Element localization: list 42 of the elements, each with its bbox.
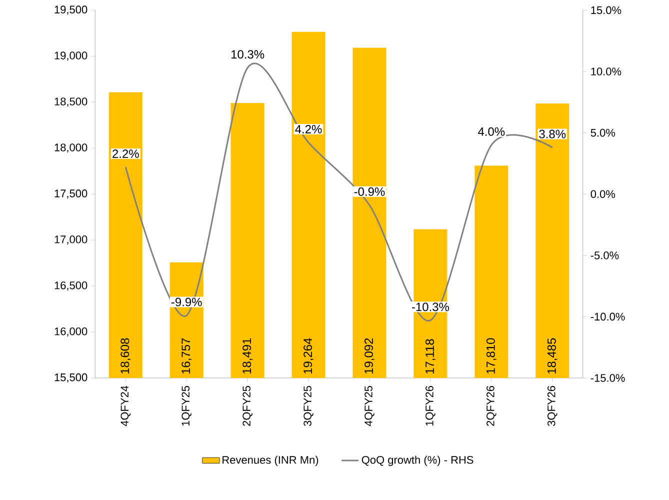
data-label: 10.3% (231, 50, 264, 59)
data-label: 18,491 (242, 338, 253, 374)
data-label: 19,092 (364, 338, 374, 374)
y2-tick-label: 0.0% (590, 190, 616, 198)
y-tick-label: 19,500 (54, 6, 88, 15)
x-tick-label: 4QFY25 (364, 386, 374, 426)
y2-tick-label: -5.0% (590, 251, 619, 260)
y2-tick-label: 10.0% (591, 68, 622, 76)
data-label: 18,608 (120, 338, 131, 374)
y-tick-label: 16,000 (54, 327, 88, 336)
y2-tick-label: -15.0% (590, 374, 625, 382)
x-tick-label: 4QFY24 (120, 386, 130, 426)
x-tick-label: 2QFY25 (242, 386, 252, 426)
y-tick-label: 17,000 (54, 235, 88, 245)
legend-label: QoQ growth (%) - RHS (362, 456, 474, 466)
data-label: -0.9% (354, 187, 385, 196)
data-label: 16,757 (182, 338, 192, 374)
data-label: 4.2% (295, 124, 322, 134)
data-label: 19,264 (304, 338, 314, 374)
y2-tick-label: -10.0% (590, 312, 625, 321)
data-label: -10.3% (412, 302, 450, 312)
y2-tick-label: 5.0% (590, 128, 616, 137)
y-tick-label: 15,500 (54, 373, 88, 382)
x-tick-label: 1QFY26 (426, 386, 436, 426)
x-tick-label: 3QFY26 (547, 386, 558, 426)
data-label: 17,118 (425, 339, 436, 374)
legend-label: Revenues (INR Mn) (222, 456, 318, 466)
y-tick-label: 16,500 (54, 281, 88, 291)
data-label: 18,485 (547, 338, 558, 374)
data-label: 17,810 (486, 338, 496, 374)
y-tick-label: 18,000 (54, 144, 88, 153)
y-tick-label: 18,500 (54, 98, 88, 107)
data-label: 3.8% (539, 130, 566, 138)
y-tick-label: 19,000 (54, 52, 88, 61)
x-tick-label: 3QFY25 (304, 386, 314, 426)
data-label: -9.9% (171, 298, 202, 306)
x-tick-label: 1QFY25 (182, 386, 192, 426)
y2-tick-label: 15.0% (591, 6, 622, 14)
x-tick-label: 2QFY26 (486, 386, 496, 426)
data-label: 4.0% (478, 127, 505, 136)
y-tick-label: 17,500 (54, 190, 88, 199)
data-label: 2.2% (112, 149, 139, 158)
